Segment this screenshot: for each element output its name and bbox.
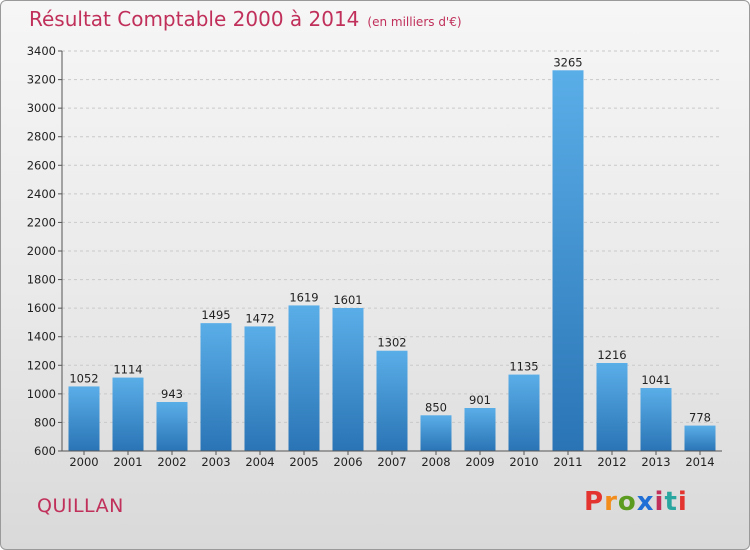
bar: [332, 308, 364, 451]
x-tick-label: 2012: [597, 455, 626, 469]
bar: [684, 425, 716, 451]
bar-value-label: 850: [425, 400, 447, 414]
proxiti-logo: Proxiti: [584, 487, 688, 517]
bar-value-label: 1601: [333, 293, 362, 307]
y-tick-label: 2400: [27, 187, 56, 201]
y-tick-label: 3200: [27, 73, 56, 87]
bar: [508, 374, 540, 451]
bar-value-label: 1052: [69, 371, 98, 385]
y-tick-label: 1200: [27, 358, 56, 372]
y-tick-label: 600: [34, 444, 56, 458]
bar: [552, 70, 584, 452]
y-tick-label: 2800: [27, 130, 56, 144]
y-tick-label: 3000: [27, 101, 56, 115]
x-tick-label: 2013: [641, 455, 670, 469]
y-tick-label: 2200: [27, 215, 56, 229]
bar: [596, 363, 628, 451]
x-tick-label: 2008: [421, 455, 450, 469]
y-tick-label: 1400: [27, 330, 56, 344]
x-tick-label: 2005: [289, 455, 318, 469]
x-tick-label: 2007: [377, 455, 406, 469]
x-tick-label: 2010: [509, 455, 538, 469]
bar: [200, 323, 232, 451]
town-name: QUILLAN: [37, 495, 124, 517]
x-tick-label: 2004: [245, 455, 274, 469]
x-tick-label: 2002: [157, 455, 186, 469]
bar-value-label: 3265: [553, 55, 582, 69]
bar: [376, 350, 408, 451]
bar: [288, 305, 320, 451]
chart-title-text: Résultat Comptable 2000 à 2014: [29, 7, 360, 31]
bar: [156, 402, 188, 451]
y-tick-label: 1000: [27, 387, 56, 401]
bar: [420, 415, 452, 451]
bar: [464, 408, 496, 451]
bar-value-label: 943: [161, 387, 183, 401]
x-tick-label: 2011: [553, 455, 582, 469]
bar: [244, 326, 276, 451]
x-tick-label: 2001: [113, 455, 142, 469]
bar: [68, 386, 100, 451]
x-tick-label: 2014: [685, 455, 714, 469]
bar: [112, 377, 144, 451]
bar-value-label: 1216: [597, 348, 626, 362]
bar-value-label: 1041: [641, 373, 670, 387]
bar-value-label: 1495: [201, 308, 230, 322]
chart-subtitle: (en milliers d'€): [367, 15, 462, 29]
y-tick-label: 2000: [27, 244, 56, 258]
chart-title: Résultat Comptable 2000 à 2014 (en millie…: [29, 7, 462, 31]
y-tick-label: 1800: [27, 273, 56, 287]
x-tick-label: 2009: [465, 455, 494, 469]
bar: [640, 388, 672, 451]
bar-value-label: 778: [689, 411, 711, 425]
bar-value-label: 1302: [377, 336, 406, 350]
bar-value-label: 1619: [289, 290, 318, 304]
x-tick-label: 2003: [201, 455, 230, 469]
bar-value-label: 1472: [245, 311, 274, 325]
y-tick-label: 800: [34, 415, 56, 429]
bar-value-label: 1135: [509, 360, 538, 374]
bar-value-label: 901: [469, 393, 491, 407]
bar-value-label: 1114: [113, 363, 142, 377]
x-tick-label: 2000: [69, 455, 98, 469]
x-tick-label: 2006: [333, 455, 362, 469]
y-tick-label: 2600: [27, 158, 56, 172]
y-tick-label: 3400: [27, 44, 56, 58]
y-tick-label: 1600: [27, 301, 56, 315]
